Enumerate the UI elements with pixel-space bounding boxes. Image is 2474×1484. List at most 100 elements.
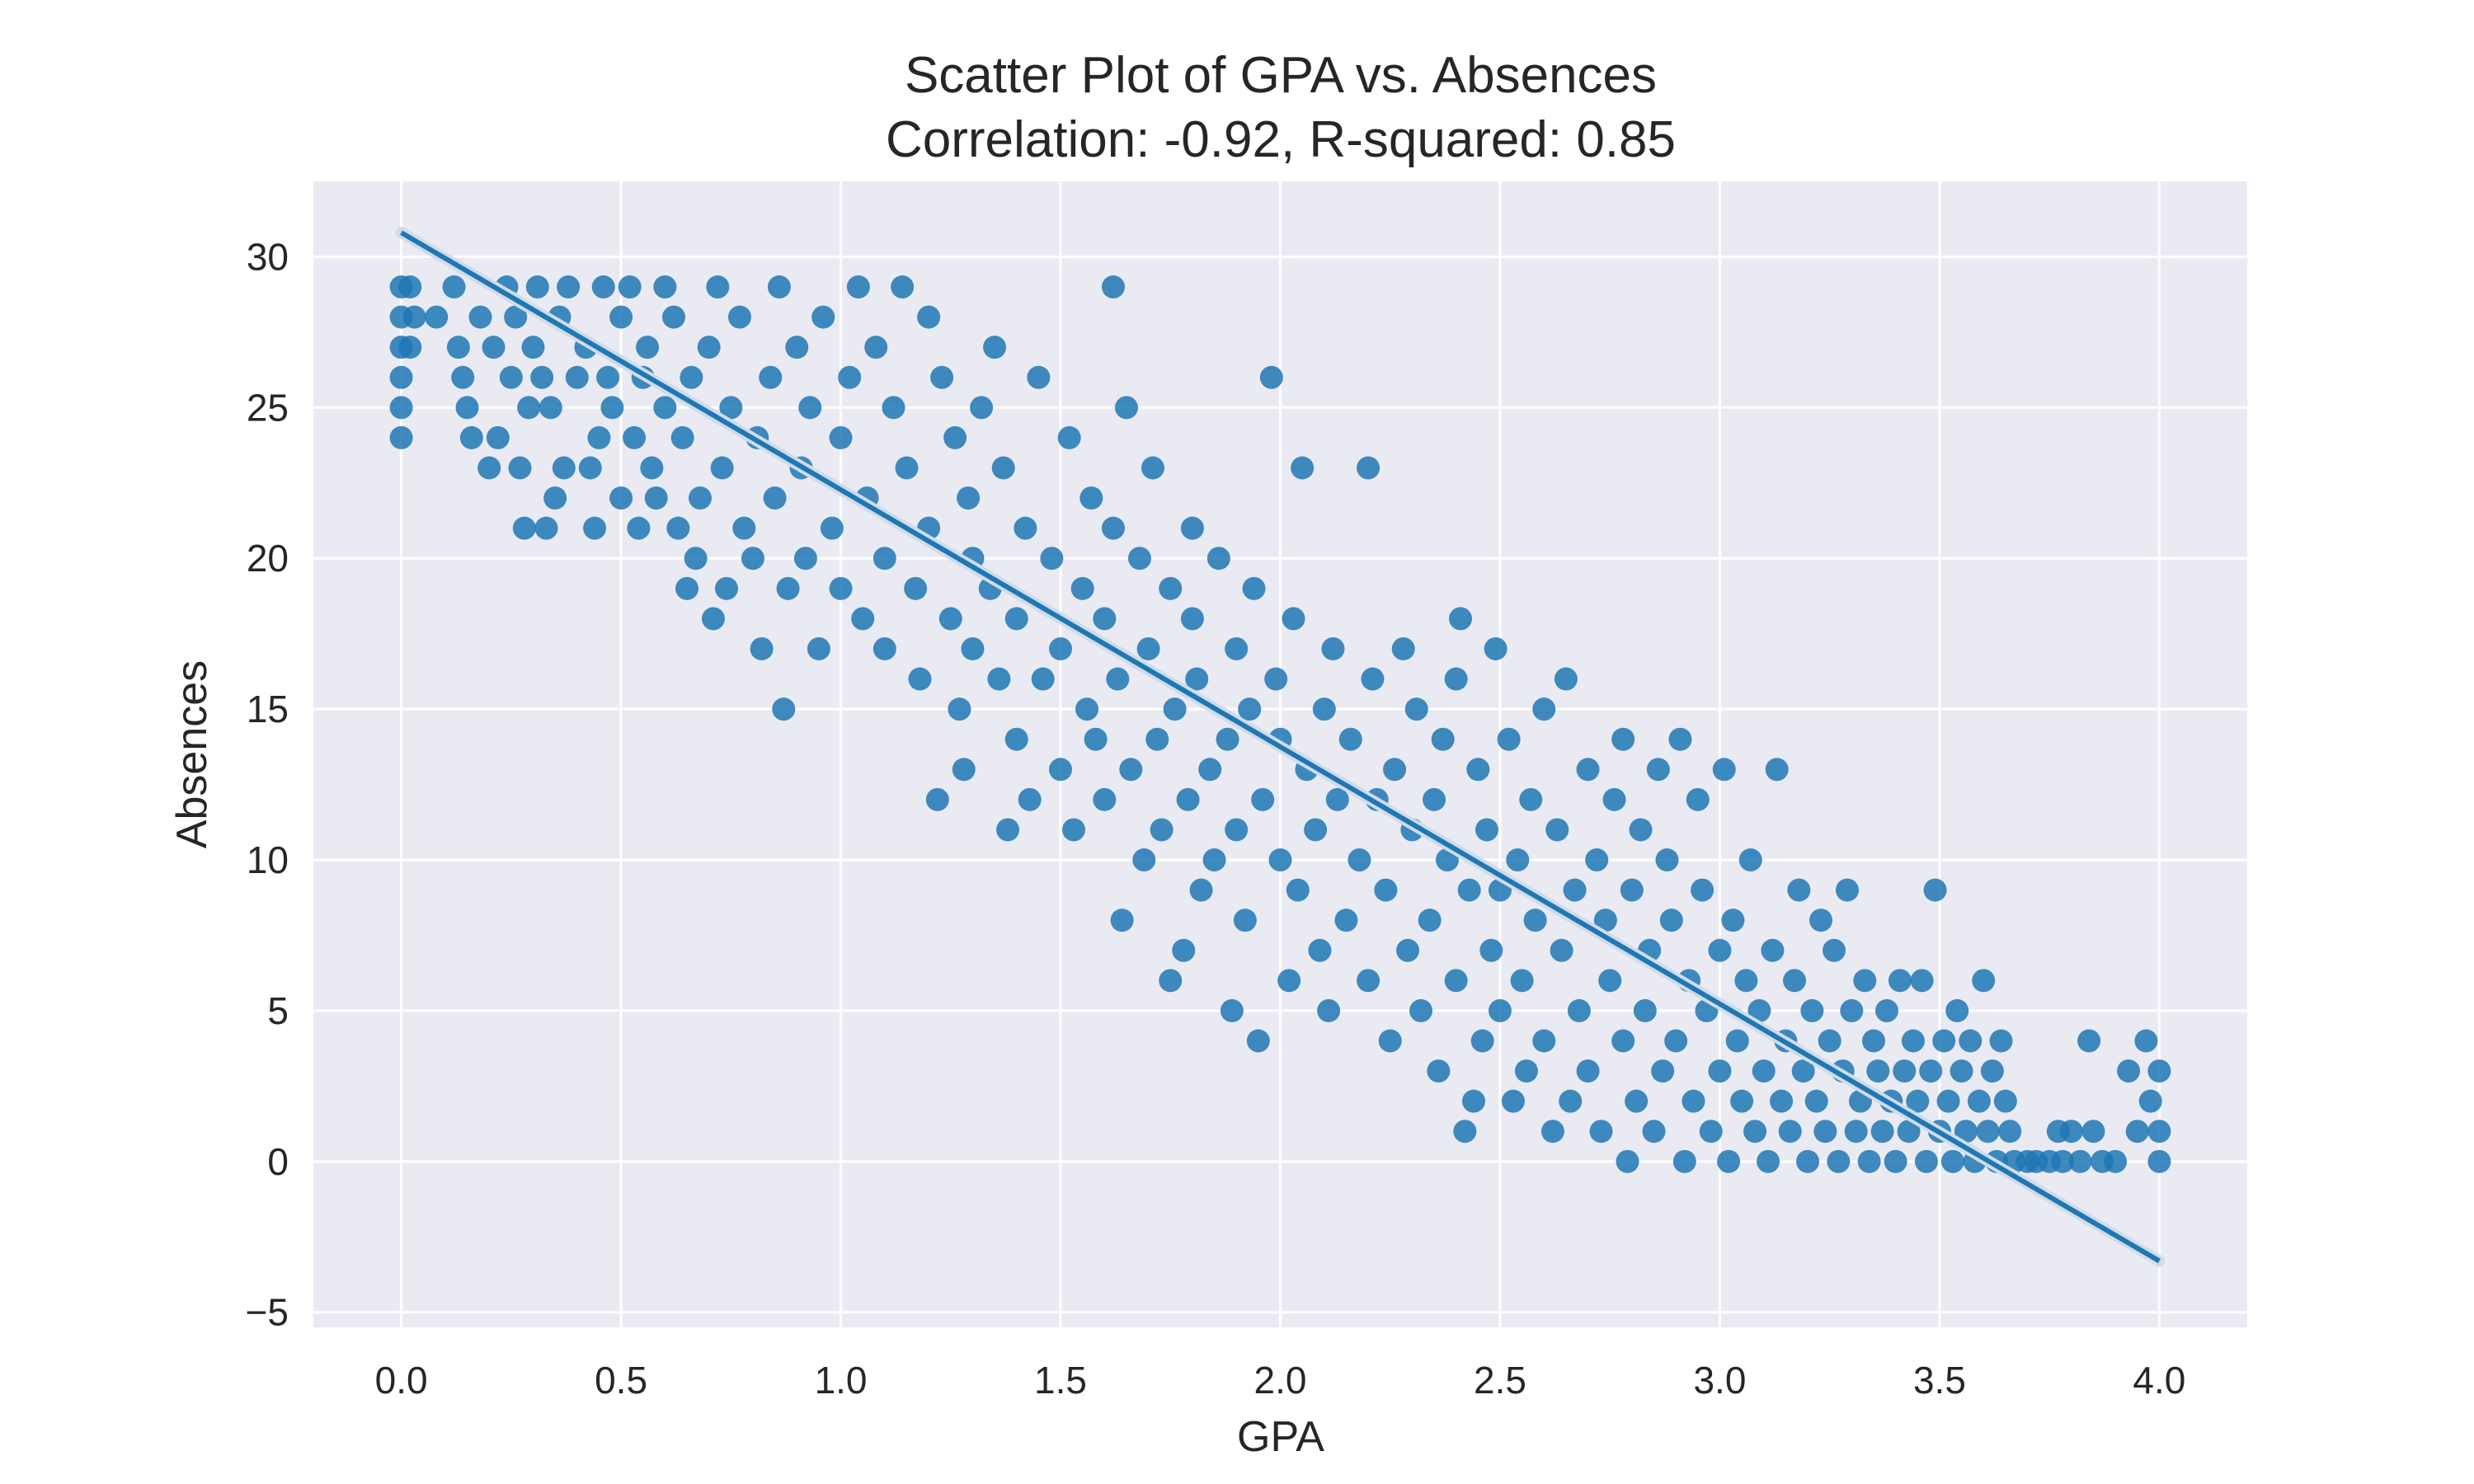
data-point	[627, 516, 651, 540]
data-point	[1141, 456, 1164, 480]
data-point	[596, 365, 620, 389]
data-point	[1101, 516, 1125, 540]
data-point	[1216, 727, 1239, 751]
data-point	[1383, 758, 1407, 782]
data-point	[1861, 1029, 1885, 1053]
data-point	[1321, 636, 1345, 660]
data-point	[425, 305, 449, 329]
data-point	[600, 396, 624, 420]
data-point	[798, 396, 822, 420]
data-point	[785, 336, 809, 359]
data-point	[640, 456, 664, 480]
y-tick-label: 15	[247, 688, 289, 730]
data-point	[578, 456, 602, 480]
data-point	[1668, 727, 1692, 751]
data-point	[957, 486, 981, 510]
data-point	[459, 425, 483, 449]
data-point	[1567, 998, 1591, 1022]
data-point	[1532, 1029, 1556, 1053]
data-point	[1717, 1149, 1741, 1173]
data-point	[1304, 818, 1328, 842]
data-point	[609, 305, 633, 329]
data-point	[1589, 1120, 1613, 1144]
data-point	[1427, 1059, 1451, 1083]
data-point	[1127, 547, 1151, 571]
x-tick-labels: 0.0 0.5 1.0 1.5 2.0 2.5 3.0 3.5 4.0	[375, 1359, 2186, 1402]
data-point	[1866, 1059, 1890, 1083]
data-point	[1404, 697, 1428, 721]
data-point	[1119, 758, 1143, 782]
data-point	[1018, 787, 1042, 811]
data-point	[1484, 636, 1507, 660]
data-point	[504, 305, 528, 329]
data-point	[1501, 1089, 1525, 1113]
data-point	[1093, 787, 1117, 811]
data-point	[1976, 1120, 2000, 1144]
data-point	[1888, 969, 1912, 993]
data-point	[1506, 848, 1530, 872]
data-point	[1940, 1149, 1964, 1173]
data-point	[1334, 909, 1358, 932]
data-point	[1180, 607, 1204, 631]
data-point	[517, 396, 541, 420]
data-point	[1049, 758, 1073, 782]
data-point	[534, 516, 558, 540]
data-point	[1159, 969, 1183, 993]
data-point	[1510, 969, 1534, 993]
data-points	[389, 275, 2171, 1173]
data-point	[2147, 1149, 2171, 1173]
data-point	[872, 636, 896, 660]
data-point	[846, 275, 870, 299]
data-point	[820, 516, 844, 540]
data-point	[499, 365, 523, 389]
data-point	[2051, 1149, 2075, 1173]
y-tick-label: −5	[246, 1291, 289, 1334]
data-point	[451, 365, 475, 389]
data-point	[1770, 1089, 1794, 1113]
data-point	[1106, 667, 1130, 691]
data-point	[1409, 998, 1433, 1022]
x-tick-label: 3.5	[1913, 1359, 1966, 1402]
data-point	[543, 486, 567, 510]
data-point	[2138, 1089, 2162, 1113]
data-point	[1998, 1120, 2022, 1144]
data-point	[1809, 909, 1833, 932]
data-point	[838, 365, 862, 389]
data-point	[1172, 938, 1196, 962]
data-point	[1616, 1149, 1639, 1173]
data-point	[732, 516, 756, 540]
x-tick-label: 2.0	[1254, 1359, 1307, 1402]
data-point	[1079, 486, 1103, 510]
data-point	[829, 576, 853, 600]
data-point	[468, 305, 492, 329]
y-tick-label: 25	[247, 386, 289, 429]
data-point	[1545, 818, 1569, 842]
data-point	[1611, 1029, 1635, 1053]
data-point	[1844, 1120, 1868, 1144]
data-point	[477, 456, 501, 480]
x-tick-label: 1.0	[815, 1359, 868, 1402]
data-point	[1225, 636, 1249, 660]
data-point	[1291, 456, 1315, 480]
data-point	[1897, 1120, 1921, 1144]
data-point	[1246, 1029, 1270, 1053]
data-point	[398, 275, 422, 299]
data-point	[389, 365, 413, 389]
data-point	[1554, 667, 1578, 691]
data-point	[895, 456, 919, 480]
data-point	[1374, 878, 1398, 902]
data-point	[1870, 1120, 1894, 1144]
data-point	[1180, 516, 1204, 540]
data-point	[1874, 998, 1898, 1022]
data-point	[750, 636, 774, 660]
data-point	[1585, 848, 1609, 872]
data-point	[1423, 787, 1446, 811]
x-tick-label: 1.5	[1034, 1359, 1087, 1402]
data-point	[1540, 1120, 1564, 1144]
data-point	[701, 607, 725, 631]
data-point	[741, 547, 764, 571]
data-point	[930, 365, 954, 389]
y-axis-label: Absences	[168, 660, 216, 848]
data-point	[1519, 787, 1543, 811]
data-point	[864, 336, 888, 359]
